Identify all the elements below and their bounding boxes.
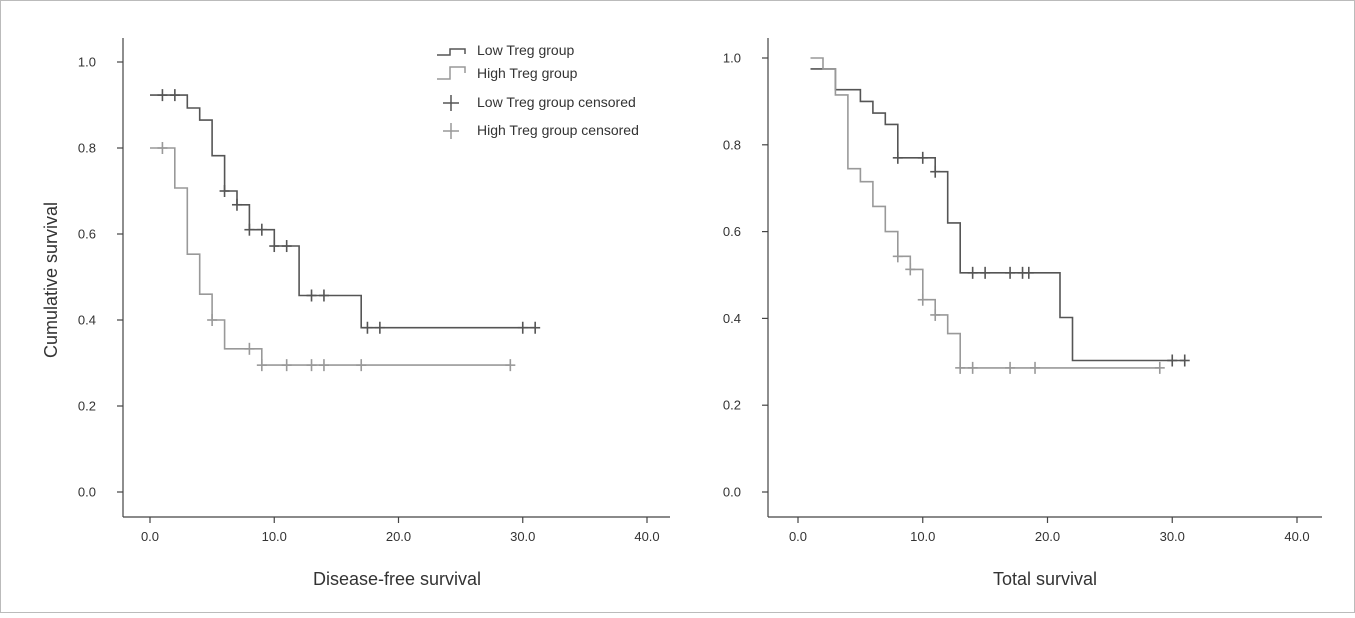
right-y-tick-label: 0.6 <box>723 224 741 239</box>
right-high-treg-group-censor-mark <box>917 293 928 306</box>
right-y-tick-label: 0.8 <box>723 137 741 152</box>
left-low-treg-group-censor-mark <box>362 321 373 334</box>
left-low-treg-group-censor-mark <box>517 321 528 334</box>
left-x-axis-title: Disease-free survival <box>313 569 481 589</box>
right-low-treg-group-censor-mark <box>1179 354 1190 367</box>
left-x-tick-label: 20.0 <box>386 529 411 544</box>
right-panel: 0.0 0.2 0.4 0.6 0.8 1.0 0.0 10.0 20.0 30.0 40.0 To… <box>723 38 1322 589</box>
right-low-treg-group-censor-mark <box>1167 354 1178 367</box>
left-low-treg-group-censor-mark <box>219 185 230 197</box>
left-panel: 0.0 0.2 0.4 0.6 0.8 1.0 0.0 10.0 20.0 30.0 40.0 Cu… <box>41 38 670 589</box>
right-high-treg-group-censor-mark <box>955 361 966 374</box>
right-x-tick-label: 20.0 <box>1035 529 1060 544</box>
right-high-treg-group-censor-mark <box>1005 361 1016 374</box>
left-low-treg-group-censor-mark <box>169 89 180 102</box>
right-x-axis-title: Total survival <box>993 569 1097 589</box>
left-low-treg-group-censor-mark <box>306 289 317 302</box>
legend-low-treg-step-icon <box>437 48 466 56</box>
left-low-treg-group-censor-mark <box>231 198 242 211</box>
left-high-treg-group-censor-mark <box>356 359 367 372</box>
right-high-treg-group-censor-mark <box>930 308 941 321</box>
right-y-tick-label: 0.4 <box>723 311 741 326</box>
left-high-treg-group-censor-mark <box>318 359 329 372</box>
legend-high-treg-label: High Treg group <box>477 65 578 81</box>
right-x-tick-label: 10.0 <box>910 529 935 544</box>
left-y-tick-label: 0.6 <box>78 227 96 242</box>
left-plot-area: 0.0 0.2 0.4 0.6 0.8 1.0 0.0 10.0 20.0 30.0 40.0 <box>78 38 670 544</box>
left-low-treg-group-censor-mark <box>530 321 541 334</box>
right-low-treg-group-censor-mark <box>892 151 903 164</box>
left-low-treg-group-censor-mark <box>281 240 292 253</box>
left-y-tick-label: 0.2 <box>78 399 96 414</box>
left-high-treg-group-censor-mark <box>281 359 292 372</box>
right-high-treg-group-censor-mark <box>905 263 916 276</box>
legend-low-treg-censored-icon <box>443 95 459 111</box>
left-low-treg-group-censor-mark <box>318 289 329 302</box>
right-high-treg-group-censor-mark <box>967 361 978 374</box>
legend-low-treg-label: Low Treg group <box>477 42 574 58</box>
left-high-treg-group-censor-mark <box>505 359 516 372</box>
left-x-tick-label: 30.0 <box>510 529 535 544</box>
right-y-tick-label: 0.0 <box>723 485 741 500</box>
right-low-treg-group-censor-mark <box>980 266 991 279</box>
left-y-tick-label: 0.4 <box>78 313 96 328</box>
left-y-tick-label: 1.0 <box>78 55 96 70</box>
right-low-treg-group-curve <box>810 68 1185 362</box>
left-x-tick-label: 10.0 <box>262 529 287 544</box>
left-x-tick-label: 0.0 <box>141 529 159 544</box>
left-low-treg-group-censor-mark <box>256 223 267 236</box>
left-high-treg-group-curve <box>150 147 511 366</box>
left-y-axis-title: Cumulative survival <box>41 202 61 358</box>
left-y-tick-label: 0.8 <box>78 141 96 156</box>
right-low-treg-group-censor-mark <box>967 266 978 279</box>
legend-high-treg-censored-label: High Treg group censored <box>477 122 639 138</box>
right-low-treg-group-censor-mark <box>930 165 941 178</box>
right-high-treg-group-censor-mark <box>892 250 903 263</box>
left-x-tick-label: 40.0 <box>634 529 659 544</box>
right-x-tick-label: 40.0 <box>1284 529 1309 544</box>
right-low-treg-group-censor-mark <box>1023 266 1034 279</box>
right-plot-area: 0.0 0.2 0.4 0.6 0.8 1.0 0.0 10.0 20.0 30.0 40.0 <box>723 38 1322 544</box>
right-high-treg-group-curve <box>810 57 1160 369</box>
left-low-treg-group-curve <box>150 94 536 329</box>
right-x-tick-label: 30.0 <box>1160 529 1185 544</box>
left-high-treg-group-censor-mark <box>244 342 255 355</box>
left-y-tick-label: 0.0 <box>78 485 96 500</box>
right-x-tick-label: 0.0 <box>789 529 807 544</box>
legend-high-treg-step-icon <box>437 66 466 80</box>
right-y-tick-label: 1.0 <box>723 51 741 66</box>
left-high-treg-group-censor-mark <box>306 359 317 372</box>
legend: Low Treg group High Treg group Low Treg … <box>437 42 639 139</box>
legend-high-treg-censored-icon <box>443 123 459 139</box>
left-high-treg-group-censor-mark <box>256 359 267 372</box>
legend-low-treg-censored-label: Low Treg group censored <box>477 94 636 110</box>
right-high-treg-group-censor-mark <box>1030 361 1041 374</box>
left-high-treg-group-censor-mark <box>207 314 218 326</box>
right-high-treg-group-censor-mark <box>1154 361 1165 374</box>
right-y-tick-label: 0.2 <box>723 398 741 413</box>
right-low-treg-group-censor-mark <box>917 151 928 164</box>
left-low-treg-group-censor-mark <box>244 223 255 236</box>
left-low-treg-group-censor-mark <box>157 89 168 102</box>
right-low-treg-group-censor-mark <box>1005 266 1016 279</box>
left-low-treg-group-censor-mark <box>269 240 280 253</box>
left-high-treg-group-censor-mark <box>157 142 168 154</box>
left-low-treg-group-censor-mark <box>374 321 385 334</box>
